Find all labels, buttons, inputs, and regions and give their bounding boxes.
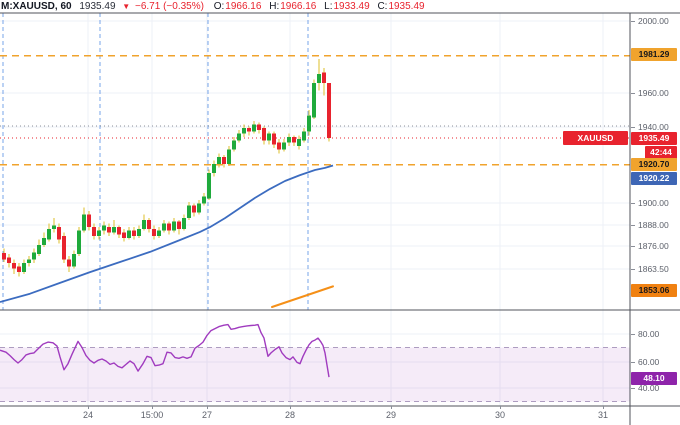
level-tag-1981-29: 1981.29 [631,47,677,61]
countdown-tag: 42:44 [645,145,677,159]
close-value: 1935.49 [388,1,425,12]
trendline-value-tag: 1853.06 [631,283,677,297]
time-tick-mark [603,406,604,409]
axis-tick-label: 2000.00 [630,16,680,26]
axis-tick-label: 60.00 [630,357,680,367]
level-tag-1920-70: 1920.70 [631,157,677,171]
time-axis-label: 31 [597,410,609,420]
time-tick-mark [88,406,89,409]
symbol-interval-label[interactable]: M:XAUUSD, 60 [1,1,72,12]
ma-value-tag: 1920.22 [631,171,677,185]
axis-tick-label: 1863.50 [630,264,680,274]
high-label: H: [269,1,280,12]
last-price-text: 1935.49 [79,1,116,12]
time-axis-label: 28 [284,410,296,420]
axis-tick-label: 80.00 [630,329,680,339]
down-arrow-icon: ▼ [122,2,131,11]
time-axis-label: 15:00 [140,410,164,420]
rsi-value-tag: 48.10 [631,371,677,385]
time-axis-label: 30 [494,410,506,420]
axis-tick-label: 1888.00 [630,220,680,230]
low-value: 1933.49 [333,1,370,12]
time-axis[interactable]: 24 15:00 27 28 29 30 31 [0,406,680,425]
open-value: 1966.16 [225,1,262,12]
high-value: 1966.16 [280,1,317,12]
time-axis-label: 27 [201,410,213,420]
low-label: L: [324,1,333,12]
time-tick-mark [500,406,501,409]
time-tick-mark [290,406,291,409]
close-label: C: [377,1,388,12]
axis-tick-label: 1876.00 [630,241,680,251]
symbol-info-bar: M:XAUUSD, 60 1935.49 ▼ −6.71 (−0.35%) O:… [1,0,425,13]
symbol-price-flag: XAUUSD [563,131,628,145]
axis-tick-label: 1900.00 [630,198,680,208]
last-price-tag: 1935.49 [631,131,677,145]
time-axis-label: 24 [82,410,94,420]
open-label: O: [213,1,225,12]
price-axis[interactable]: 2000.00 1960.00 1940.00 1900.00 1888.00 1876.… [630,13,680,406]
time-axis-label: 29 [385,410,397,420]
time-tick-mark [391,406,392,409]
axis-tick-label: 1960.00 [630,88,680,98]
axis-tick-label: 40.00 [630,383,680,393]
axis-tick-label: 1940.00 [630,122,680,132]
time-tick-mark [152,406,153,409]
time-tick-mark [207,406,208,409]
change-text: −6.71 (−0.35%) [135,1,204,12]
